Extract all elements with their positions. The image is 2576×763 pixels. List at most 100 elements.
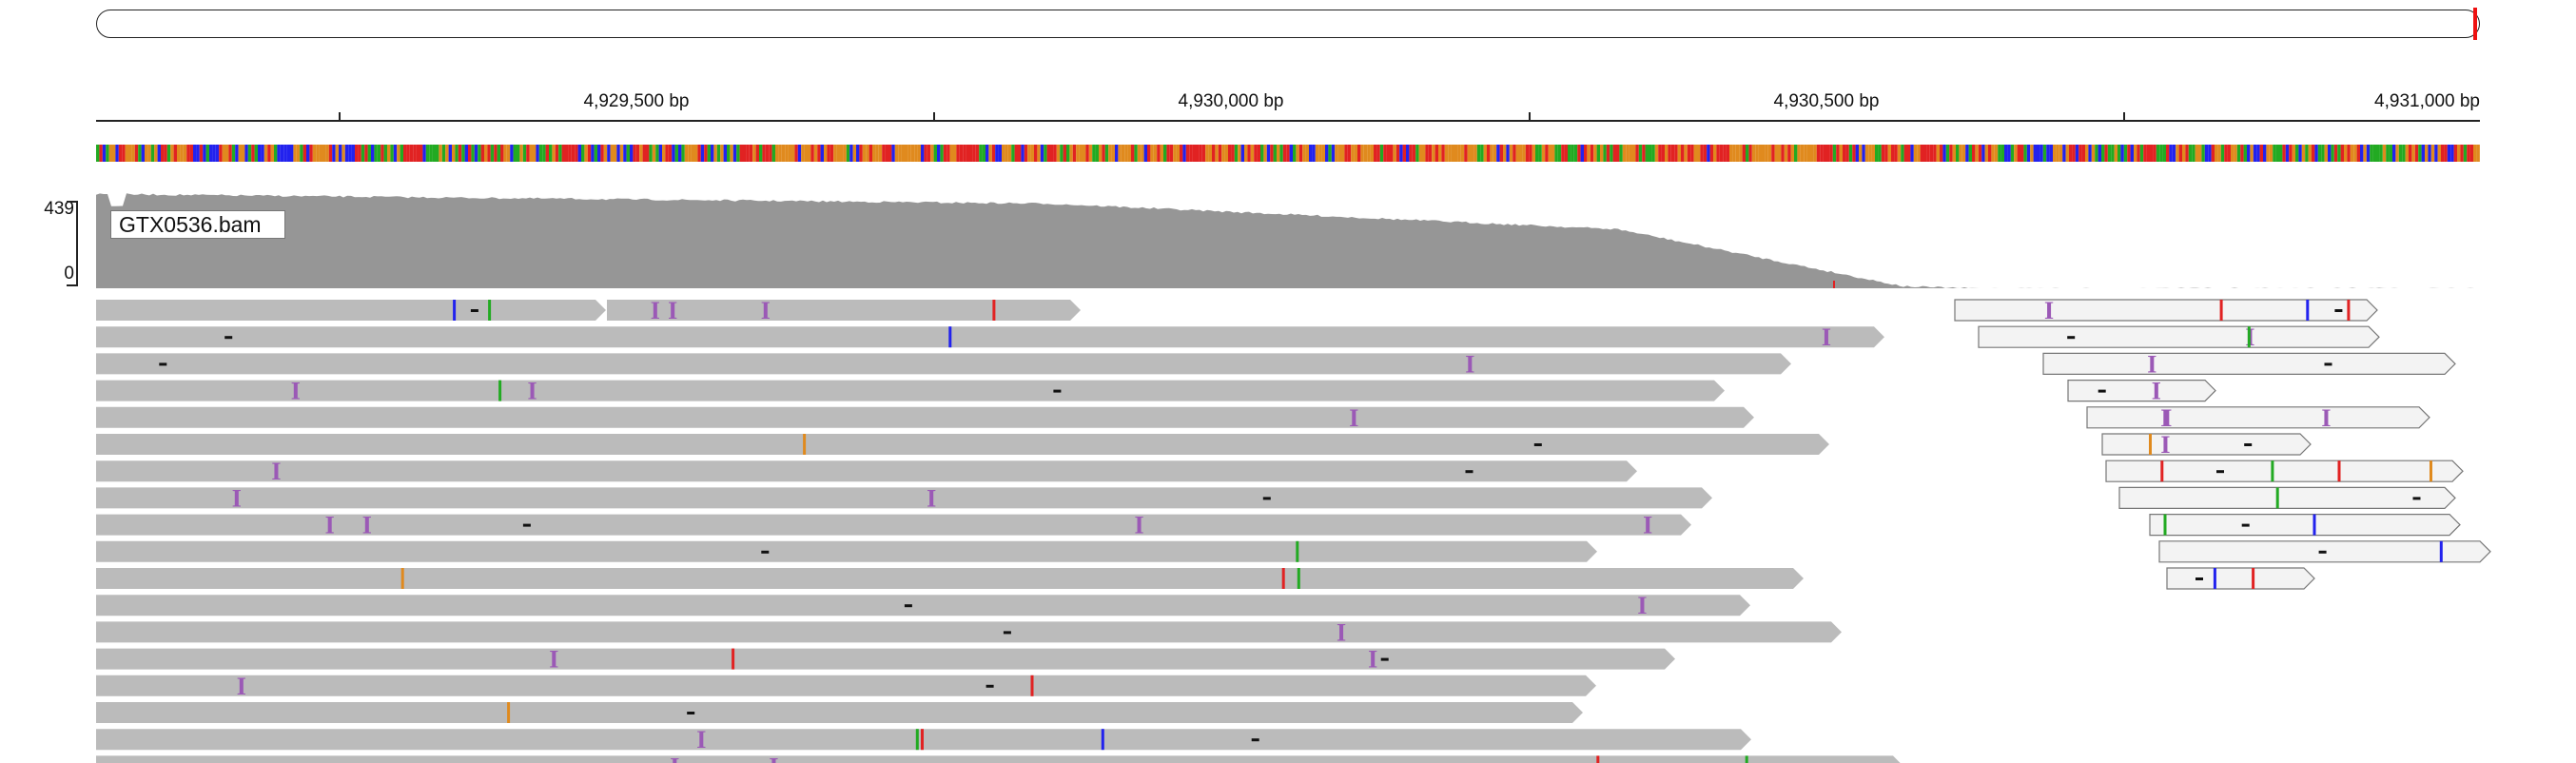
- reference-base: [108, 145, 112, 162]
- reference-base: [1891, 145, 1895, 162]
- reference-base: [1629, 145, 1632, 162]
- reference-base: [1726, 145, 1729, 162]
- reference-base: [594, 145, 597, 162]
- reference-sequence-track[interactable]: [96, 145, 2480, 162]
- reference-base: [1959, 145, 1962, 162]
- reference-base: [1532, 145, 1535, 162]
- aligned-read: [96, 514, 1691, 536]
- mismatch-marker: [921, 729, 924, 751]
- reference-base: [1011, 145, 1015, 162]
- reference-base: [196, 145, 200, 162]
- reference-base: [1471, 145, 1474, 162]
- reference-base: [131, 145, 135, 162]
- reference-base: [157, 145, 161, 162]
- reference-base: [2460, 145, 2464, 162]
- reference-base: [672, 145, 675, 162]
- mismatch-marker: [1297, 568, 1300, 589]
- reference-base: [2428, 145, 2431, 162]
- reference-base: [995, 145, 999, 162]
- reference-base: [1309, 145, 1313, 162]
- reference-base: [464, 145, 468, 162]
- reference-base: [1360, 145, 1364, 162]
- reference-base: [1529, 145, 1532, 162]
- reference-base: [1813, 145, 1817, 162]
- ruler-track[interactable]: 4,929,500 bp 4,930,000 bp 4,930,500 bp 4…: [96, 86, 2480, 124]
- reference-base: [1820, 145, 1824, 162]
- reference-base: [1894, 145, 1898, 162]
- reference-base: [536, 145, 539, 162]
- reference-base: [2150, 145, 2154, 162]
- reference-base: [2101, 145, 2105, 162]
- reference-base: [801, 145, 805, 162]
- reference-base: [804, 145, 808, 162]
- reference-base: [480, 145, 484, 162]
- reference-base: [1224, 145, 1228, 162]
- reference-base: [665, 145, 669, 162]
- reference-base: [1774, 145, 1778, 162]
- reference-base: [2236, 145, 2241, 162]
- reference-base: [277, 145, 281, 162]
- reference-base: [1681, 145, 1685, 162]
- deletion-marker: [2067, 336, 2076, 340]
- aligned-read: [96, 353, 1791, 375]
- chromosome-ideogram[interactable]: [96, 10, 2480, 38]
- reference-base: [711, 145, 714, 162]
- reference-base: [238, 145, 242, 162]
- reference-base: [1703, 145, 1708, 162]
- reference-base: [2120, 145, 2124, 162]
- reference-base: [882, 145, 886, 162]
- aligned-read: [96, 595, 1750, 616]
- ruler-tick-label-4930000: 4,930,000 bp: [1178, 91, 1284, 111]
- reference-base: [2386, 145, 2390, 162]
- reference-base: [1887, 145, 1891, 162]
- reference-base: [364, 145, 368, 162]
- reference-base: [2263, 145, 2267, 162]
- reference-base: [1836, 145, 1840, 162]
- track-name-label[interactable]: GTX0536.bam: [110, 210, 285, 239]
- reference-base: [898, 145, 902, 162]
- reference-base: [1852, 145, 1856, 162]
- reference-base: [484, 145, 488, 162]
- reference-base: [1991, 145, 1995, 162]
- reference-base: [571, 145, 576, 162]
- reference-base: [1422, 145, 1426, 162]
- reference-base: [209, 145, 213, 162]
- reference-base: [1279, 145, 1283, 162]
- reference-base: [781, 145, 786, 162]
- mismatch-marker: [2439, 540, 2443, 562]
- aligned-read: [96, 540, 1597, 562]
- reference-base: [649, 145, 653, 162]
- aligned-read: [2105, 460, 2464, 482]
- reference-base: [1804, 145, 1807, 162]
- reference-base: [2037, 145, 2040, 162]
- reference-base: [1289, 145, 1293, 162]
- reference-base: [1124, 145, 1128, 162]
- reference-base: [2085, 145, 2089, 162]
- reference-base: [1603, 145, 1607, 162]
- reference-base: [808, 145, 811, 162]
- reference-base: [1099, 145, 1103, 162]
- deletion-marker: [2334, 309, 2343, 312]
- reference-base: [1551, 145, 1555, 162]
- reference-base: [633, 145, 636, 162]
- coverage-track[interactable]: 439 0: [0, 186, 2576, 290]
- reference-base: [1141, 145, 1144, 162]
- reference-base: [186, 145, 190, 162]
- reference-base: [2053, 145, 2057, 162]
- mismatch-marker: [1596, 755, 1600, 763]
- reference-base: [332, 145, 336, 162]
- reference-base: [1185, 145, 1190, 162]
- insertion-marker: I: [668, 297, 677, 324]
- reference-base: [1257, 145, 1260, 162]
- reference-base: [829, 145, 834, 162]
- reference-base: [319, 145, 322, 162]
- reference-base: [2269, 145, 2274, 162]
- alignment-track[interactable]: IIIIIIIIIIIIIIIIIIIIIIIIIIIIIII: [0, 295, 2576, 763]
- reference-base: [2127, 145, 2131, 162]
- reference-base: [115, 145, 119, 162]
- reference-base: [1800, 145, 1805, 162]
- deletion-marker: [2216, 470, 2224, 474]
- reference-base: [1762, 145, 1766, 162]
- reference-base: [843, 145, 847, 162]
- reference-base: [102, 145, 107, 162]
